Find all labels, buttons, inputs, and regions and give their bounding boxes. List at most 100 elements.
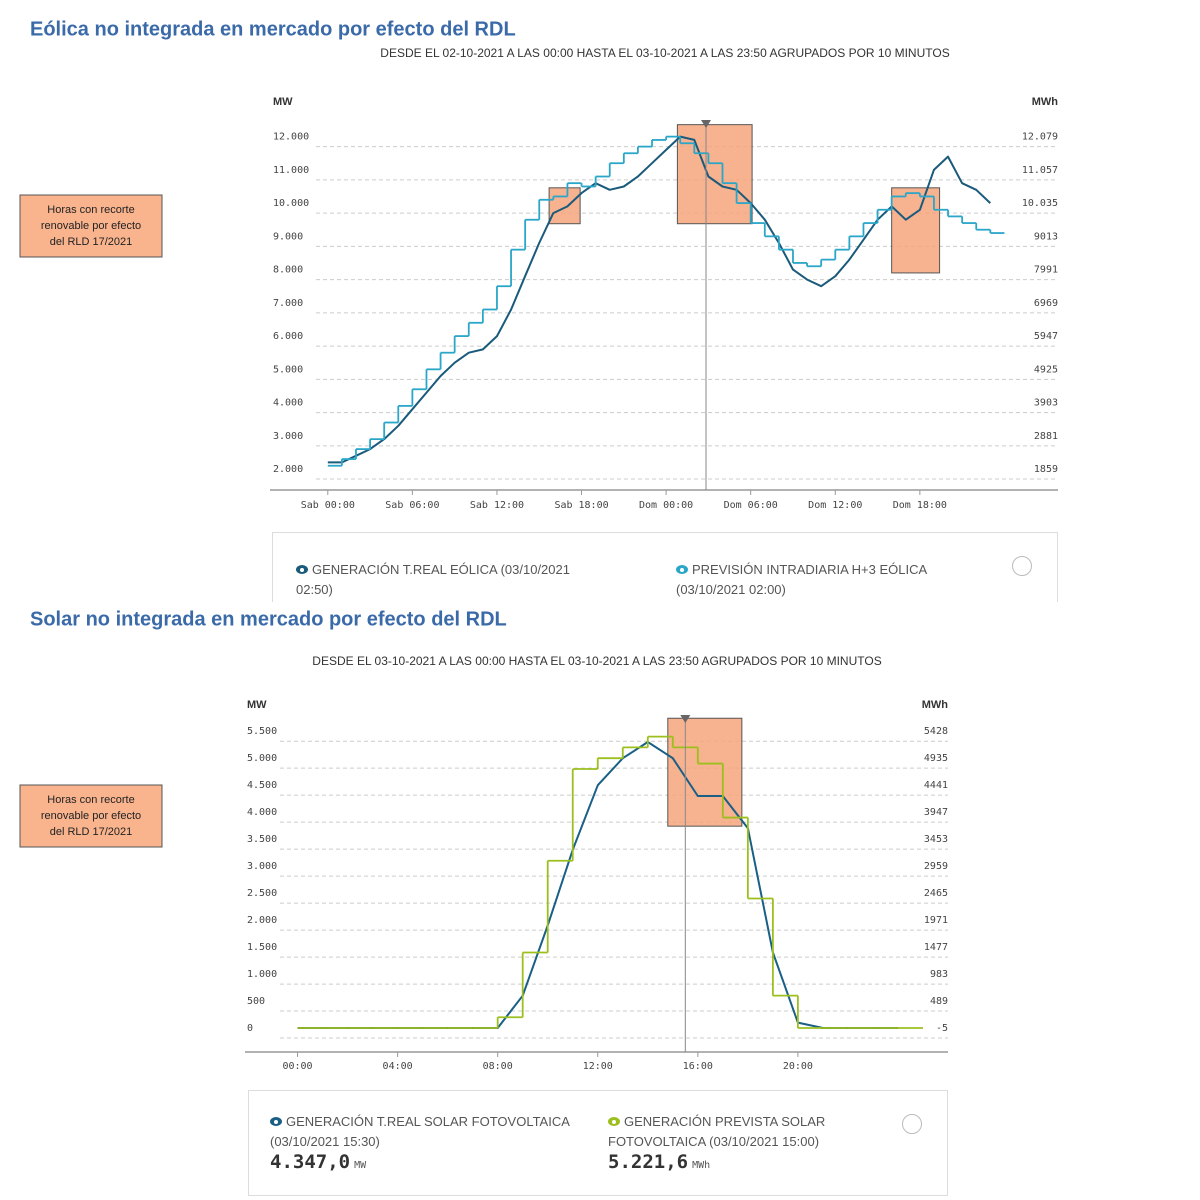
legend-box: [248, 1090, 948, 1196]
legend-box: [272, 532, 1058, 602]
y2-tick-label: 3453: [924, 834, 948, 845]
y-tick-label: 2.000: [247, 915, 277, 926]
legend-unit: MW: [354, 1160, 367, 1171]
y-tick-label: 4.000: [247, 807, 277, 818]
y2-tick-label: 1971: [924, 915, 948, 926]
legend-icon[interactable]: [270, 1117, 282, 1126]
x-tick-label: Sab 12:00: [470, 500, 524, 511]
y2-tick-label: 10.035: [1022, 198, 1058, 209]
series-line: [297, 741, 898, 1029]
y-tick-label: 6.000: [273, 331, 303, 342]
x-tick-label: 08:00: [483, 1061, 513, 1072]
y2-tick-label: -5: [936, 1023, 948, 1034]
y2-tick-label: 1859: [1034, 464, 1058, 475]
y2-tick-label: 1477: [924, 942, 948, 953]
highlight-box: [548, 187, 581, 225]
y2-tick-label: 983: [930, 969, 948, 980]
highlight-box: [667, 717, 743, 827]
y-tick-label: 3.500: [247, 834, 277, 845]
x-tick-label: 04:00: [383, 1061, 413, 1072]
y2-tick-label: 12.079: [1022, 132, 1058, 143]
y2-tick-label: 7991: [1034, 265, 1058, 276]
y-tick-label: 9.000: [273, 231, 303, 242]
series-line: [327, 135, 991, 464]
legend-entry[interactable]: GENERACIÓN T.REAL SOLAR FOTOVOLTAICA (03…: [270, 1112, 570, 1176]
chart-options[interactable]: [902, 1114, 922, 1134]
y-tick-label: 10.000: [273, 198, 309, 209]
y2-tick-label: 2959: [924, 861, 948, 872]
y-tick-label: 12.000: [273, 132, 309, 143]
legend-icon[interactable]: [676, 565, 688, 574]
chart-options[interactable]: [1012, 556, 1032, 576]
legend-unit: MWh: [692, 1160, 711, 1171]
subtitle: DESDE EL 02-10-2021 A LAS 00:00 HASTA EL…: [380, 46, 949, 60]
y-tick-label: 4.000: [273, 398, 303, 409]
legend-name[interactable]: GENERACIÓN PREVISTA SOLAR FOTOVOLTAICA: [608, 1114, 826, 1149]
annotation-text: Horas con recorte: [47, 204, 134, 216]
legend-icon[interactable]: [608, 1117, 620, 1126]
y2-tick-label: 9013: [1034, 231, 1058, 242]
x-tick-label: 12:00: [583, 1061, 613, 1072]
legend-entry[interactable]: PREVISIÓN INTRADIARIA H+3 EÓLICA (03/10/…: [676, 560, 966, 600]
annotation-text: del RLD 17/2021: [50, 236, 133, 248]
y2-axis-label: MWh: [922, 699, 949, 711]
x-tick-label: Sab 00:00: [301, 500, 355, 511]
heading: Eólica no integrada en mercado por efect…: [30, 18, 516, 40]
y-tick-label: 0: [247, 1023, 253, 1034]
y-tick-label: 3.000: [273, 431, 303, 442]
y2-tick-label: 5428: [924, 726, 948, 737]
legend-date[interactable]: (03/10/2021 15:30): [270, 1134, 380, 1149]
y-axis-label: MW: [273, 96, 293, 108]
y-tick-label: 7.000: [273, 298, 303, 309]
y-tick-label: 5.000: [247, 753, 277, 764]
legend-date[interactable]: (03/10/2021 02:00): [676, 582, 786, 597]
legend-name[interactable]: GENERACIÓN T.REAL EÓLICA: [312, 562, 497, 577]
x-tick-label: Sab 06:00: [385, 500, 439, 511]
annotation-box: [19, 194, 163, 258]
x-tick-label: 20:00: [783, 1061, 813, 1072]
legend-date[interactable]: (03/10/2021 02:50): [296, 562, 570, 597]
y2-tick-label: 2881: [1034, 431, 1058, 442]
x-tick-label: Dom 18:00: [893, 500, 947, 511]
y2-tick-label: 4935: [924, 753, 948, 764]
x-tick-label: Dom 12:00: [808, 500, 862, 511]
y-tick-label: 8.000: [273, 265, 303, 276]
x-tick-label: 16:00: [683, 1061, 713, 1072]
annotation-text: Horas con recorte: [47, 794, 134, 806]
legend-name[interactable]: PREVISIÓN INTRADIARIA H+3 EÓLICA: [692, 562, 927, 577]
y2-tick-label: 489: [930, 996, 948, 1007]
legend-date[interactable]: (03/10/2021 15:00): [709, 1134, 820, 1149]
x-tick-label: Sab 18:00: [554, 500, 608, 511]
legend-value: 5.221,6 MWh: [608, 1151, 711, 1173]
annotation-text: renovable por efecto: [41, 810, 141, 822]
y2-axis-label: MWh: [1032, 96, 1059, 108]
legend-name[interactable]: GENERACIÓN T.REAL SOLAR FOTOVOLTAICA: [286, 1114, 570, 1129]
y-tick-label: 1.500: [247, 942, 277, 953]
step-line: [297, 735, 923, 1029]
cursor-marker: [701, 120, 712, 128]
legend-value: 4.347,0 MW: [270, 1151, 367, 1173]
annotation-text: renovable por efecto: [41, 220, 141, 232]
y2-tick-label: 6969: [1034, 298, 1058, 309]
cursor-marker: [680, 715, 691, 723]
y2-tick-label: 11.057: [1022, 165, 1058, 176]
y-tick-label: 2.000: [273, 464, 303, 475]
x-tick-label: 00:00: [282, 1061, 312, 1072]
y-tick-label: 3.000: [247, 861, 277, 872]
legend-entry[interactable]: GENERACIÓN T.REAL EÓLICA (03/10/2021 02:…: [296, 560, 596, 600]
step-line: [327, 135, 1005, 467]
y-tick-label: 5.500: [247, 726, 277, 737]
y2-tick-label: 4925: [1034, 364, 1058, 375]
annotation-text: del RLD 17/2021: [50, 826, 133, 838]
y2-tick-label: 5947: [1034, 331, 1058, 342]
x-tick-label: Dom 06:00: [724, 500, 778, 511]
y-tick-label: 1.000: [247, 969, 277, 980]
legend-icon[interactable]: [296, 565, 308, 574]
y2-tick-label: 4441: [924, 780, 948, 791]
legend-entry[interactable]: GENERACIÓN PREVISTA SOLAR FOTOVOLTAICA (…: [608, 1112, 848, 1176]
y2-tick-label: 3903: [1034, 398, 1058, 409]
y-tick-label: 500: [247, 996, 265, 1007]
y-tick-label: 11.000: [273, 165, 309, 176]
